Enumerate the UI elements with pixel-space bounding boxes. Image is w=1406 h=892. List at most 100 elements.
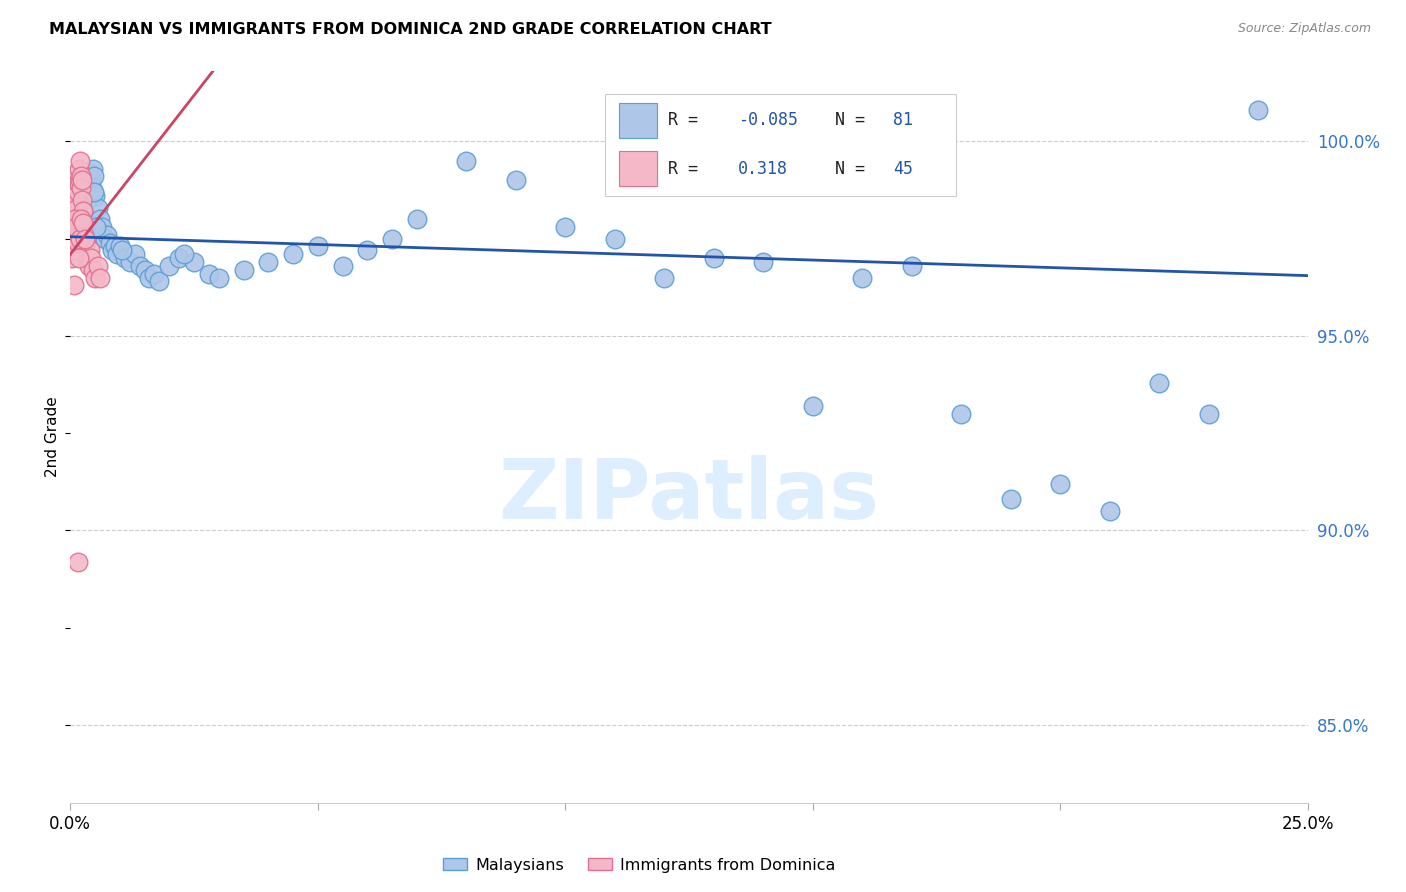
Point [84, 270, 107, 285]
Point [63, 278, 86, 293]
Text: R =: R = [668, 160, 707, 178]
Text: 0.318: 0.318 [738, 160, 789, 178]
Point [703, 251, 725, 265]
Point [83, 185, 105, 199]
Point [143, 267, 166, 281]
Point [66, 173, 89, 187]
Point [67, 251, 90, 265]
Point [1000, 492, 1022, 507]
Point [167, 251, 190, 265]
Point [98, 235, 121, 250]
Point [62, 239, 84, 253]
Point [72, 204, 94, 219]
Point [281, 247, 304, 261]
Point [86, 201, 108, 215]
Point [63, 219, 86, 234]
Point [70, 212, 93, 227]
Point [72, 193, 94, 207]
Text: N =: N = [815, 160, 876, 178]
Point [69, 201, 91, 215]
Point [65, 227, 87, 242]
Point [173, 247, 195, 261]
Point [801, 399, 824, 413]
Point [157, 259, 180, 273]
Point [65, 204, 87, 219]
Point [73, 239, 96, 253]
Point [76, 177, 98, 191]
Point [900, 259, 922, 273]
Point [198, 267, 221, 281]
Point [86, 259, 108, 273]
Point [77, 169, 100, 184]
Point [65, 212, 87, 227]
Point [72, 204, 94, 219]
Bar [619, 151, 657, 186]
Point [456, 153, 478, 168]
Point [950, 407, 973, 421]
Point [63, 219, 86, 234]
Point [66, 235, 89, 250]
Point [67, 208, 90, 222]
Point [67, 177, 90, 191]
Point [91, 219, 114, 234]
Point [84, 219, 107, 234]
Point [851, 270, 873, 285]
Point [83, 169, 105, 184]
Point [96, 227, 118, 242]
Point [124, 247, 146, 261]
Point [75, 185, 97, 199]
Point [79, 244, 101, 258]
Point [82, 262, 104, 277]
Point [72, 216, 94, 230]
Point [1247, 103, 1270, 118]
Point [80, 181, 103, 195]
Point [114, 251, 136, 265]
Point [70, 193, 93, 207]
Point [752, 255, 775, 269]
Point [105, 247, 128, 261]
Text: -0.085: -0.085 [738, 112, 799, 129]
Point [65, 216, 87, 230]
Point [65, 193, 87, 207]
Point [67, 161, 90, 176]
Point [63, 232, 86, 246]
Point [66, 555, 89, 569]
Y-axis label: 2nd Grade: 2nd Grade [45, 397, 60, 477]
Point [94, 232, 117, 246]
Point [89, 270, 111, 285]
Point [66, 185, 89, 199]
Point [75, 247, 97, 261]
Point [70, 212, 93, 227]
Point [554, 219, 576, 234]
Text: N =: N = [815, 112, 876, 129]
Point [67, 165, 90, 179]
Point [1147, 376, 1170, 390]
Point [66, 216, 89, 230]
Point [332, 259, 354, 273]
Legend: Malaysians, Immigrants from Dominica: Malaysians, Immigrants from Dominica [437, 851, 842, 879]
Text: MALAYSIAN VS IMMIGRANTS FROM DOMINICA 2ND GRADE CORRELATION CHART: MALAYSIAN VS IMMIGRANTS FROM DOMINICA 2N… [49, 22, 772, 37]
Point [60, 251, 83, 265]
Point [79, 165, 101, 179]
Point [67, 224, 90, 238]
Point [82, 161, 104, 176]
Point [148, 275, 170, 289]
Point [505, 173, 527, 187]
Point [75, 235, 97, 250]
Point [603, 232, 626, 246]
Point [69, 173, 91, 187]
Point [208, 270, 231, 285]
Bar [619, 103, 657, 137]
Point [69, 232, 91, 246]
Point [128, 259, 150, 273]
Point [76, 181, 98, 195]
Point [63, 204, 86, 219]
Point [138, 270, 160, 285]
Text: R =: R = [668, 112, 707, 129]
Point [65, 212, 87, 227]
Point [183, 255, 205, 269]
Text: 81: 81 [893, 112, 912, 129]
Text: ZIPatlas: ZIPatlas [499, 455, 879, 536]
Point [69, 169, 91, 184]
Point [257, 255, 280, 269]
